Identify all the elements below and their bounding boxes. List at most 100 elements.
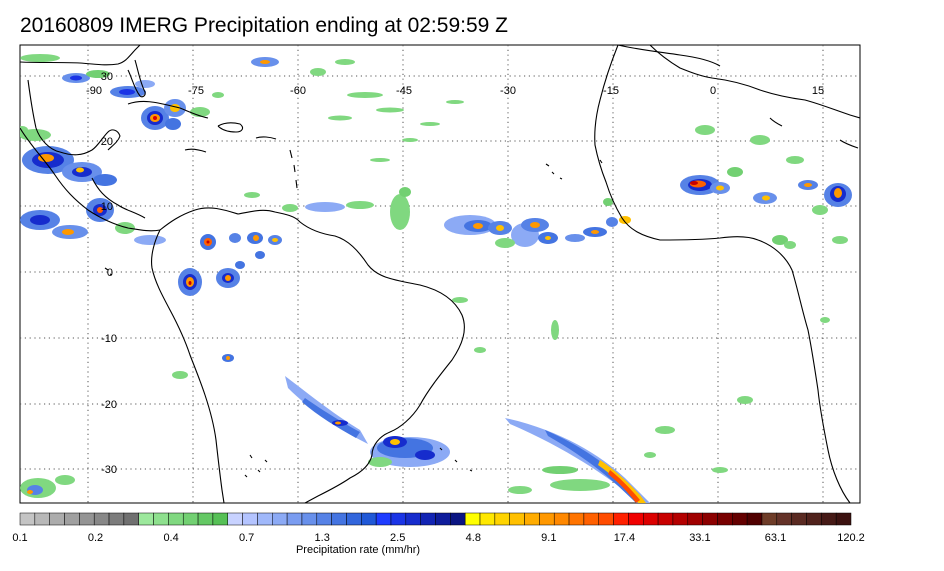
colorbar-swatch (79, 512, 95, 526)
lat-label: -10 (101, 333, 117, 345)
colorbar-label: Precipitation rate (mm/hr) (296, 544, 420, 556)
colorbar-tick-label: 0.4 (163, 532, 178, 544)
lon-label: -30 (500, 85, 516, 97)
colorbar-swatch (242, 512, 258, 526)
precipitation-field (20, 54, 852, 503)
coastline-africa (594, 45, 851, 503)
map-title: 20160809 IMERG Precipitation ending at 0… (20, 14, 508, 37)
colorbar-tick-label: 63.1 (765, 532, 786, 544)
coastline-central-america (20, 127, 161, 232)
colorbar-swatch (331, 512, 347, 526)
precip-region-south-atlantic-band (505, 418, 675, 503)
colorbar-swatch (153, 512, 169, 526)
colorbar-swatch (791, 512, 807, 526)
coastline-south-america (151, 207, 465, 503)
colorbar-swatch (361, 512, 377, 526)
colorbar-swatch (806, 512, 822, 526)
colorbar-tick-label: 120.2 (837, 532, 865, 544)
lat-label: 0 (107, 267, 113, 279)
colorbar-swatch (821, 512, 837, 526)
colorbar-swatch (316, 512, 332, 526)
lon-label: -90 (86, 85, 102, 97)
lon-label: -60 (290, 85, 306, 97)
colorbar-swatch (717, 512, 733, 526)
colorbar-swatch (539, 512, 555, 526)
lon-label: 0 (710, 85, 716, 97)
colorbar-swatch (435, 512, 451, 526)
latitude-labels: 30 20 10 0 -10 -20 -30 (101, 71, 117, 476)
colorbar-swatch (168, 512, 184, 526)
coastline-europe (649, 45, 860, 149)
lat-label: 20 (101, 136, 113, 148)
lat-label: -20 (101, 399, 117, 411)
colorbar-swatch (64, 512, 80, 526)
colorbar-swatch (450, 512, 466, 526)
colorbar-tick-label: 2.5 (390, 532, 405, 544)
coastline-islands (104, 159, 603, 478)
lat-label: -30 (101, 464, 117, 476)
colorbar-tick-label: 0.1 (12, 532, 27, 544)
colorbar-swatch (583, 512, 599, 526)
colorbar (19, 512, 852, 526)
colorbar-swatch (702, 512, 718, 526)
precip-region-caribbean-itcz-west (20, 129, 166, 245)
colorbar-swatch (93, 512, 110, 526)
colorbar-swatch (286, 512, 303, 526)
colorbar-tick-label: 1.3 (315, 532, 330, 544)
colorbar-tick-label: 0.2 (88, 532, 103, 544)
lon-label: -45 (396, 85, 412, 97)
precip-region-south-atlantic-front (172, 354, 450, 467)
colorbar-swatch (494, 512, 510, 526)
colorbar-tick-label: 33.1 (689, 532, 710, 544)
lat-label: 30 (101, 71, 113, 83)
colorbar-swatch (420, 512, 436, 526)
colorbar-swatch (628, 512, 644, 526)
colorbar-swatch (375, 512, 392, 526)
colorbar-swatch (732, 512, 748, 526)
colorbar-swatch (19, 512, 36, 526)
colorbar-swatch (212, 512, 229, 526)
colorbar-tick-label: 17.4 (614, 532, 635, 544)
colorbar-swatch (272, 512, 288, 526)
colorbar-tick-label: 0.7 (239, 532, 254, 544)
colorbar-swatch (524, 512, 540, 526)
colorbar-swatch (464, 512, 481, 526)
colorbar-swatch (553, 512, 570, 526)
lon-label: -75 (188, 85, 204, 97)
coastline-lesser-antilles (289, 149, 298, 189)
colorbar-swatch (761, 512, 778, 526)
colorbar-swatch (390, 512, 407, 526)
colorbar-swatch (227, 512, 243, 526)
coastline-greater-antilles (127, 100, 277, 153)
colorbar-tick-label: 9.1 (541, 532, 556, 544)
precip-region-gulf-florida (20, 54, 355, 130)
colorbar-swatch (672, 512, 689, 526)
lon-label: -15 (603, 85, 619, 97)
lat-label: 10 (101, 201, 113, 213)
colorbar-swatch (687, 512, 703, 526)
colorbar-swatch (257, 512, 273, 526)
colorbar-swatch (657, 512, 674, 526)
colorbar-swatch (746, 512, 763, 526)
precip-region-atlantic-itcz (444, 198, 631, 248)
colorbar-swatch (34, 512, 50, 526)
colorbar-swatch (776, 512, 792, 526)
colorbar-swatch (108, 512, 125, 526)
colorbar-swatch (643, 512, 659, 526)
colorbar-swatch (598, 512, 614, 526)
precip-region-amazon-convection (178, 187, 411, 296)
colorbar-tick-label: 4.8 (466, 532, 481, 544)
precip-region-west-africa-sahel (680, 125, 852, 245)
colorbar-swatch (479, 512, 496, 526)
colorbar-swatch (301, 512, 318, 526)
coastlines (20, 45, 860, 503)
colorbar-tick-labels: 0.1 0.2 0.4 0.7 1.3 2.5 4.8 9.1 17.4 33.1 63.1 120.… (12, 532, 864, 544)
lon-label: 15 (812, 85, 824, 97)
coastline-north-america (20, 45, 146, 156)
colorbar-swatch (835, 512, 852, 526)
colorbar-swatch (138, 512, 154, 526)
colorbar-swatch (197, 512, 214, 526)
colorbar-swatch (346, 512, 362, 526)
colorbar-swatch (568, 512, 585, 526)
